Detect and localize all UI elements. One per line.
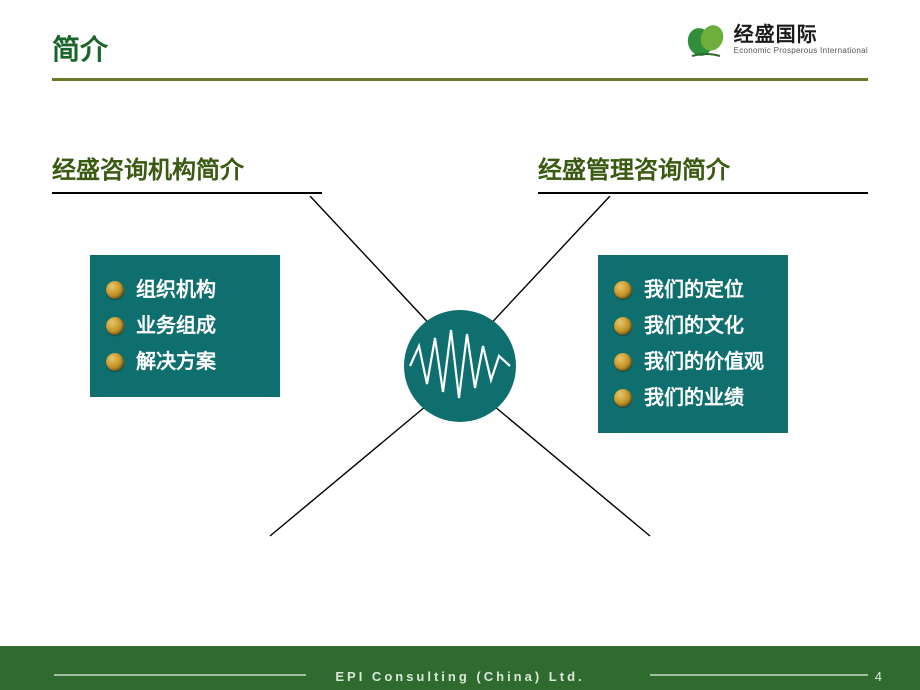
bullet-icon: [614, 353, 632, 371]
list-item-label: 解决方案: [136, 347, 216, 377]
logo-text-cn: 经盛国际: [734, 25, 868, 45]
bullet-icon: [106, 281, 124, 299]
slide-title: 简介: [52, 28, 108, 68]
logo-text-en: Economic Prosperous International: [734, 47, 868, 55]
brand-logo: 经盛国际 Economic Prosperous International: [686, 22, 868, 58]
title-rule: [52, 78, 868, 81]
list-item: 解决方案: [106, 347, 266, 377]
bullet-icon: [106, 353, 124, 371]
bullet-icon: [106, 317, 124, 335]
list-item: 我们的业绩: [614, 383, 774, 413]
left-card: 组织机构 业务组成 解决方案: [90, 255, 280, 397]
list-item-label: 我们的定位: [644, 275, 744, 305]
list-item-label: 我们的价值观: [644, 347, 764, 377]
leaf-icon: [686, 22, 726, 58]
list-item: 业务组成: [106, 311, 266, 341]
list-item-label: 我们的文化: [644, 311, 744, 341]
left-section-rule: [52, 192, 322, 194]
right-section-heading: 经盛管理咨询简介: [538, 150, 730, 185]
list-item-label: 我们的业绩: [644, 383, 744, 413]
footer-text: EPI Consulting (China) Ltd.: [0, 669, 920, 684]
right-card: 我们的定位 我们的文化 我们的价值观 我们的业绩: [598, 255, 788, 433]
footer-bar: EPI Consulting (China) Ltd. 4: [0, 646, 920, 690]
list-item: 我们的文化: [614, 311, 774, 341]
bullet-icon: [614, 281, 632, 299]
list-item-label: 组织机构: [136, 275, 216, 305]
list-item: 组织机构: [106, 275, 266, 305]
right-section-rule: [538, 192, 868, 194]
bullet-icon: [614, 317, 632, 335]
bullet-icon: [614, 389, 632, 407]
page-number: 4: [875, 669, 882, 684]
list-item-label: 业务组成: [136, 311, 216, 341]
left-section-heading: 经盛咨询机构简介: [52, 150, 244, 185]
list-item: 我们的价值观: [614, 347, 774, 377]
list-item: 我们的定位: [614, 275, 774, 305]
